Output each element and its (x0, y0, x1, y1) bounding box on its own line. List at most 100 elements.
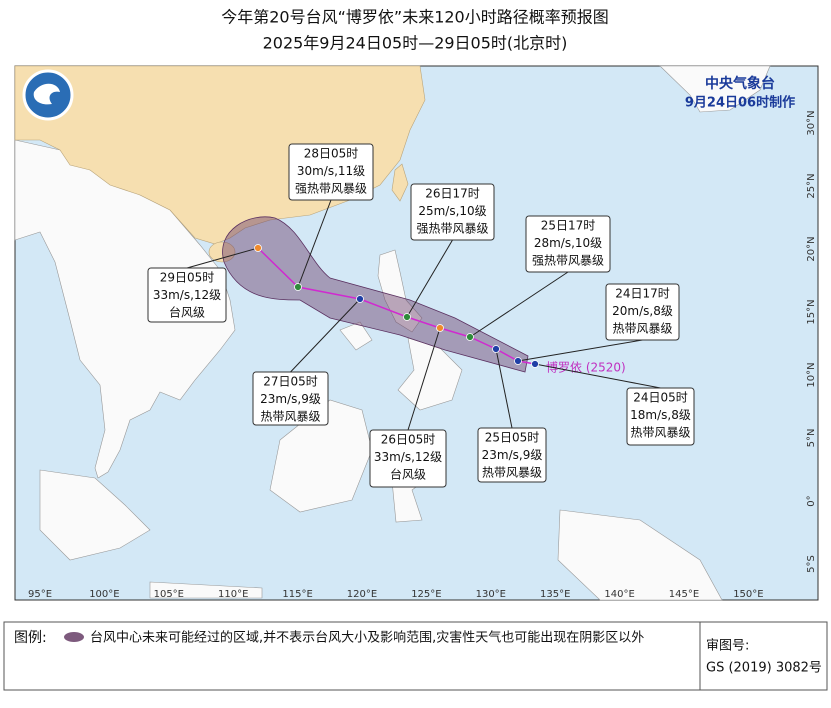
latitude-label: 20°N (806, 236, 817, 261)
leader-line (534, 363, 661, 389)
track-time: 25日17时 (541, 219, 596, 233)
track-point (403, 313, 411, 321)
track-time: 26日17时 (425, 187, 480, 201)
leader-line (406, 239, 453, 318)
label-box (626, 387, 695, 446)
probability-cone (222, 216, 529, 373)
map: 中央气象台 9月24日06时制作 博罗依 (2520) (14, 65, 819, 601)
cone-swatch (64, 632, 84, 642)
label-box (410, 183, 495, 241)
track-point (254, 244, 262, 252)
label-box (147, 267, 227, 323)
latitude-label: 0° (806, 495, 817, 506)
label-box (605, 283, 680, 341)
track-grade: 强热带风暴级 (532, 254, 604, 268)
longitude-label: 95°E (28, 589, 52, 600)
issued: 9月24日06时制作 (685, 95, 795, 111)
track-grade: 强热带风暴级 (295, 182, 367, 196)
track-grade: 热带风暴级 (482, 466, 542, 480)
cone-text: 台风中心未来可能经过的区域,并不表示台风大小及影响范围,灾害性天气也可能出现在阴… (90, 630, 644, 646)
track-time: 25日05时 (485, 431, 540, 445)
track-grade: 台风级 (390, 467, 426, 482)
storm-name: 博罗依 (2520) (546, 360, 626, 375)
title: 今年第20号台风“博罗依”未来120小时路径概率预报图 (221, 8, 608, 27)
track-time: 24日17时 (615, 287, 670, 301)
leader-line (517, 339, 643, 362)
track-wind: 28m/s,10级 (534, 236, 602, 250)
indochina (14, 139, 236, 479)
legend: 图例: 台风中心未来可能经过的区域,并不表示台风大小及影响范围,灾害性天气也可能… (3, 621, 828, 691)
approval-number: GS (2019) 3082号 (706, 661, 822, 676)
leader-line (290, 298, 361, 373)
latitude-label: 5°N (806, 429, 817, 448)
longitude-label: 125°E (411, 589, 441, 600)
track-wind: 23m/s,9级 (482, 448, 543, 462)
longitude-label: 145°E (669, 589, 699, 600)
track-wind: 20m/s,8级 (612, 304, 673, 318)
longitude-label: 130°E (476, 589, 506, 600)
track-wind: 30m/s,11级 (297, 164, 365, 178)
track-wind: 33m/s,12级 (374, 450, 442, 464)
longitude-label: 120°E (347, 589, 377, 600)
luzon (377, 249, 423, 333)
track-time: 26日05时 (381, 433, 436, 447)
track-grade: 台风级 (169, 305, 205, 320)
leader-line (186, 247, 259, 269)
longitude-label: 135°E (540, 589, 570, 600)
track-point (466, 333, 474, 341)
track-time: 24日05时 (633, 391, 688, 405)
latitude-label: 10°N (806, 362, 817, 387)
longitude-label: 140°E (604, 589, 634, 600)
agency: 中央气象台 (705, 75, 775, 92)
track-time: 27日05时 (263, 375, 318, 389)
track-time: 29日05时 (160, 271, 215, 285)
track-point (356, 295, 364, 303)
track-wind: 25m/s,10级 (418, 204, 486, 218)
mindanao (397, 337, 463, 411)
leader-line (495, 348, 513, 429)
track-point (294, 283, 302, 291)
track-grade: 热带风暴级 (612, 322, 672, 336)
leader-line (297, 199, 332, 288)
latitude-label: 15°N (806, 299, 817, 324)
label-box (525, 215, 611, 273)
track-point (531, 360, 539, 368)
latitude-label: 30°N (806, 110, 817, 135)
legend-box (3, 621, 828, 691)
leader-line (407, 327, 441, 431)
approval-label: 审图号: (706, 639, 749, 654)
track-grade: 热带风暴级 (630, 426, 690, 440)
longitude-label: 105°E (154, 589, 184, 600)
leader-line (469, 271, 569, 338)
longitude-label: 150°E (733, 589, 763, 600)
longitude-label: 115°E (282, 589, 312, 600)
track-wind: 23m/s,9级 (260, 392, 321, 406)
label-box (252, 371, 329, 426)
track-time: 28日05时 (304, 147, 359, 161)
subtitle: 2025年9月24日05时—29日05时(北京时) (263, 34, 568, 53)
hainan (208, 241, 236, 263)
palawan (339, 321, 373, 351)
taiwan (391, 163, 409, 202)
track-point (492, 345, 500, 353)
longitude-label: 100°E (89, 589, 119, 600)
track-grade: 热带风暴级 (260, 410, 320, 424)
label-box (369, 429, 447, 488)
track-grade: 强热带风暴级 (416, 222, 488, 236)
sumatra (39, 469, 151, 561)
label-box (288, 143, 374, 201)
japan (659, 65, 771, 113)
logo-mark (33, 83, 60, 105)
track-point (514, 357, 522, 365)
label-box (477, 427, 547, 483)
track-wind: 18m/s,8级 (630, 408, 691, 422)
latitude-label: 25°N (806, 173, 817, 198)
track-point (436, 324, 444, 332)
legend-title: 图例: (14, 630, 47, 646)
track-wind: 33m/s,12级 (153, 288, 221, 302)
java (149, 581, 263, 599)
borneo (269, 399, 373, 513)
new-guinea (557, 509, 723, 601)
latitude-label: 5°S (806, 555, 817, 573)
